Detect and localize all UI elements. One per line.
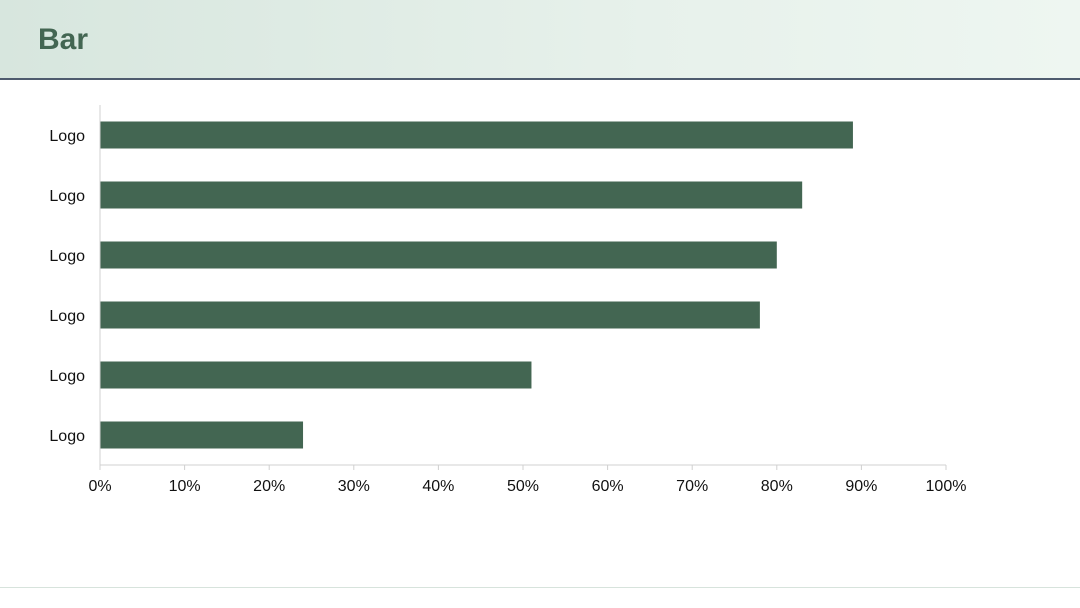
bar-3 xyxy=(100,241,777,269)
x-tick-label-7: 70% xyxy=(676,478,708,495)
x-tick-label-4: 40% xyxy=(422,478,454,495)
category-label-2: Logo xyxy=(49,188,85,205)
category-labels-group: Logo Logo Logo Logo Logo Logo xyxy=(49,128,85,445)
bottom-divider xyxy=(0,587,1080,588)
bar-chart: Logo Logo Logo Logo Logo Logo 0% 10% 20% 30% 40% 5… xyxy=(49,105,966,495)
bar-4 xyxy=(100,301,760,329)
x-tick-label-6: 60% xyxy=(592,478,624,495)
x-tick-label-0: 0% xyxy=(88,478,111,495)
category-label-6: Logo xyxy=(49,428,85,445)
bar-1 xyxy=(100,121,853,149)
category-label-4: Logo xyxy=(49,308,85,325)
x-tick-label-3: 30% xyxy=(338,478,370,495)
bar-2 xyxy=(100,181,803,209)
bar-6 xyxy=(100,421,304,449)
x-tick-label-1: 10% xyxy=(169,478,201,495)
x-tick-label-9: 90% xyxy=(845,478,877,495)
x-tick-label-10: 100% xyxy=(926,478,967,495)
slide-title: Bar xyxy=(38,23,89,56)
tick-labels-group: 0% 10% 20% 30% 40% 50% 60% 70% 80% 90% 100% xyxy=(88,478,966,495)
category-label-3: Logo xyxy=(49,248,85,265)
x-tick-label-8: 80% xyxy=(761,478,793,495)
axes-group xyxy=(99,105,947,470)
category-label-1: Logo xyxy=(49,128,85,145)
x-tick-label-5: 50% xyxy=(507,478,539,495)
x-tick-label-2: 20% xyxy=(253,478,285,495)
bar-5 xyxy=(100,361,532,389)
header-band: Bar xyxy=(0,0,1080,80)
bars-group xyxy=(100,121,853,449)
category-label-5: Logo xyxy=(49,368,85,385)
